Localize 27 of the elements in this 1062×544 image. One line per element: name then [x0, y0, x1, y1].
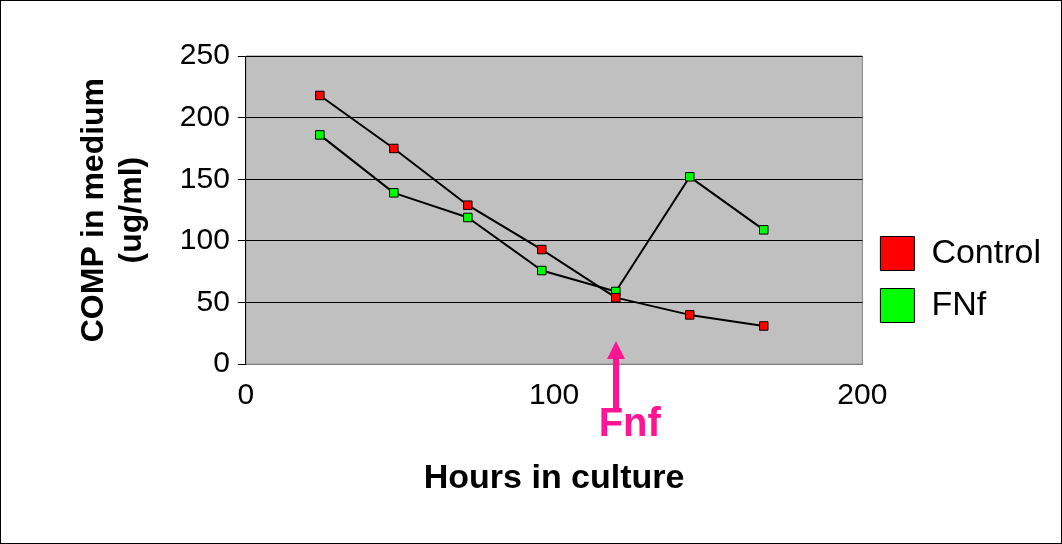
y-tick-label: 150 [179, 160, 230, 194]
point [759, 225, 769, 235]
point [463, 212, 473, 223]
point [611, 292, 621, 303]
point [389, 188, 399, 198]
x-tick-label: 200 [837, 377, 888, 411]
point [389, 143, 399, 154]
y-tick-label: 50 [196, 283, 230, 317]
x-tick-label: 100 [529, 377, 580, 411]
y-tick-label: 0 [213, 345, 230, 379]
y-tick-label: 100 [179, 222, 230, 256]
x-axis-title: Hours in culture [423, 456, 685, 495]
point [685, 310, 695, 320]
y-tick-label: 250 [179, 37, 230, 71]
point [315, 90, 325, 101]
y-tick-label: 200 [179, 98, 230, 132]
legend-label: FNf [931, 283, 987, 322]
point [537, 244, 547, 255]
legend-label: Control [931, 231, 1042, 270]
point [537, 265, 547, 276]
point [463, 200, 473, 210]
y-axis-title: COMP in medium (ug/ml) [74, 77, 149, 343]
text: Fnf [598, 400, 662, 445]
point [759, 321, 769, 331]
point [685, 172, 695, 182]
point [315, 130, 325, 140]
x-tick-label: 0 [237, 377, 255, 411]
